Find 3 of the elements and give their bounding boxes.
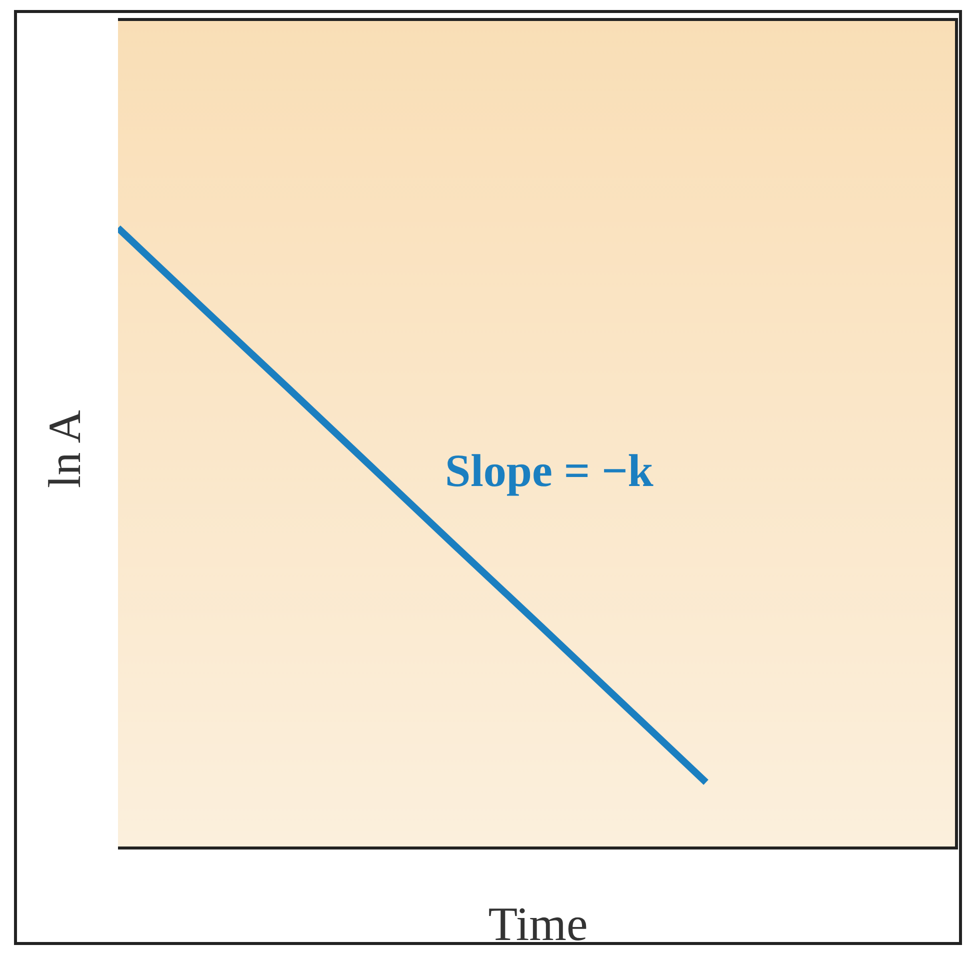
y-axis-title: ln A <box>38 410 91 488</box>
x-axis-title: Time <box>488 898 588 951</box>
annotation: Slope = −k <box>445 444 654 497</box>
